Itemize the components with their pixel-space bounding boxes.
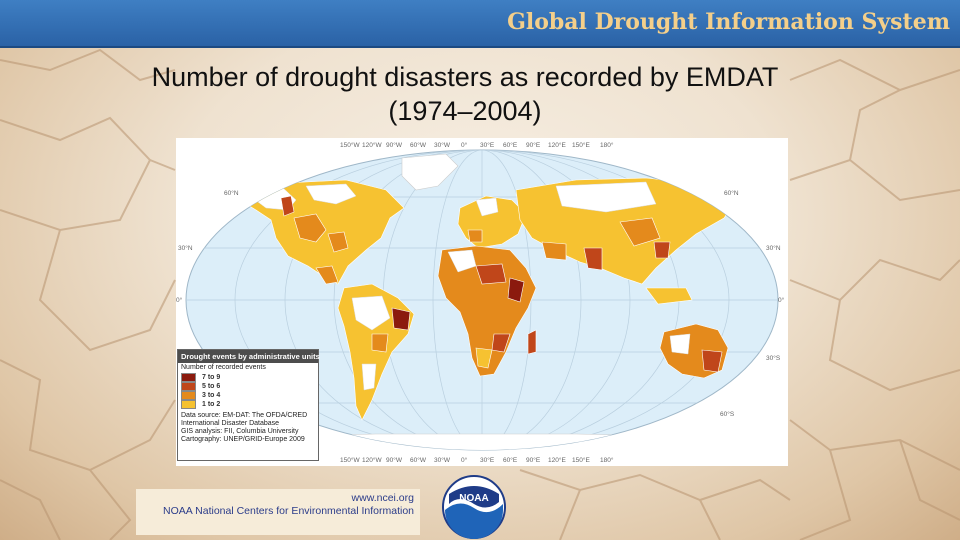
top-lon-7: 30°E — [480, 141, 495, 149]
top-lon-12: 180° — [600, 141, 614, 149]
bot-lon-10: 120°E — [548, 456, 566, 464]
map-legend: Drought events by administrative units N… — [177, 349, 320, 461]
top-lon-3: 90°W — [386, 141, 403, 149]
top-lon-9: 90°E — [526, 141, 541, 149]
legend-label: 7 to 9 — [202, 374, 221, 381]
top-lon-10: 120°E — [548, 141, 566, 149]
bot-lon-7: 30°E — [480, 456, 495, 464]
top-lon-4: 60°W — [410, 141, 427, 149]
source-line: Data source: EM-DAT: The OFDA/CRED — [181, 412, 308, 419]
legend-title: Drought events by administrative units — [178, 350, 320, 363]
legend-swatch — [181, 373, 196, 382]
noaa-logo: NOAA — [442, 475, 506, 539]
bot-lon-8: 60°E — [503, 456, 518, 464]
bot-lon-4: 60°W — [410, 456, 427, 464]
legend-swatch — [181, 391, 196, 400]
legend-source: Data source: EM-DAT: The OFDA/CRED Inter… — [178, 409, 318, 444]
legend-swatch — [181, 382, 196, 391]
bot-lon-2: 120°W — [362, 456, 382, 464]
top-lon-1: 150°W — [340, 141, 360, 149]
source-line: Cartography: UNEP/GRID-Europe 2009 — [181, 436, 305, 443]
legend-label: 1 to 2 — [202, 401, 221, 408]
right-lat-5: 60°S — [720, 410, 735, 418]
left-lat-2: 30°N — [178, 244, 193, 252]
right-lat-4: 30°S — [766, 354, 781, 362]
bot-lon-5: 30°W — [434, 456, 451, 464]
source-line: International Disaster Database — [181, 420, 280, 427]
bot-lon-1: 150°W — [340, 456, 360, 464]
slide-title: Number of drought disasters as recorded … — [151, 62, 779, 126]
legend-subtitle: Number of recorded events — [181, 364, 266, 371]
legend-item: 3 to 4 — [178, 391, 318, 400]
coordinate-labels: 150°W 120°W 90°W 60°W 30°W 0° 30°E 60°E … — [176, 141, 785, 464]
legend-label: 3 to 4 — [202, 392, 221, 399]
source-line: GIS analysis: FII, Columbia University — [181, 428, 299, 435]
right-lat-1: 60°N — [724, 189, 739, 197]
legend-label: 5 to 6 — [202, 383, 221, 390]
top-lon-5: 30°W — [434, 141, 451, 149]
left-lat-1: 60°N — [224, 189, 239, 197]
app-title: Global Drought Information System — [507, 9, 950, 35]
top-lon-2: 120°W — [362, 141, 382, 149]
legend-item: 5 to 6 — [178, 382, 318, 391]
footer-org: NOAA National Centers for Environmental … — [163, 505, 414, 517]
top-lon-8: 60°E — [503, 141, 518, 149]
bot-lon-6: 0° — [461, 456, 468, 464]
bot-lon-11: 150°E — [572, 456, 590, 464]
footer-url[interactable]: www.ncei.org — [351, 492, 414, 504]
bot-lon-3: 90°W — [386, 456, 403, 464]
world-map-svg: 150°W 120°W 90°W 60°W 30°W 0° 30°E 60°E … — [176, 141, 785, 464]
bot-lon-9: 90°E — [526, 456, 541, 464]
bot-lon-12: 180° — [600, 456, 614, 464]
top-lon-11: 150°E — [572, 141, 590, 149]
legend-item: 7 to 9 — [178, 373, 318, 382]
left-lat-3: 0° — [176, 296, 183, 304]
right-lat-2: 30°N — [766, 244, 781, 252]
header-bar: Global Drought Information System — [0, 0, 960, 48]
legend-item: 1 to 2 — [178, 400, 318, 409]
noaa-logo-text: NOAA — [459, 493, 488, 504]
right-lat-3: 0° — [778, 296, 785, 304]
footer-credit: www.ncei.org NOAA National Centers for E… — [136, 489, 420, 535]
top-lon-6: 0° — [461, 141, 468, 149]
legend-swatch — [181, 400, 196, 409]
greenland — [401, 153, 459, 191]
